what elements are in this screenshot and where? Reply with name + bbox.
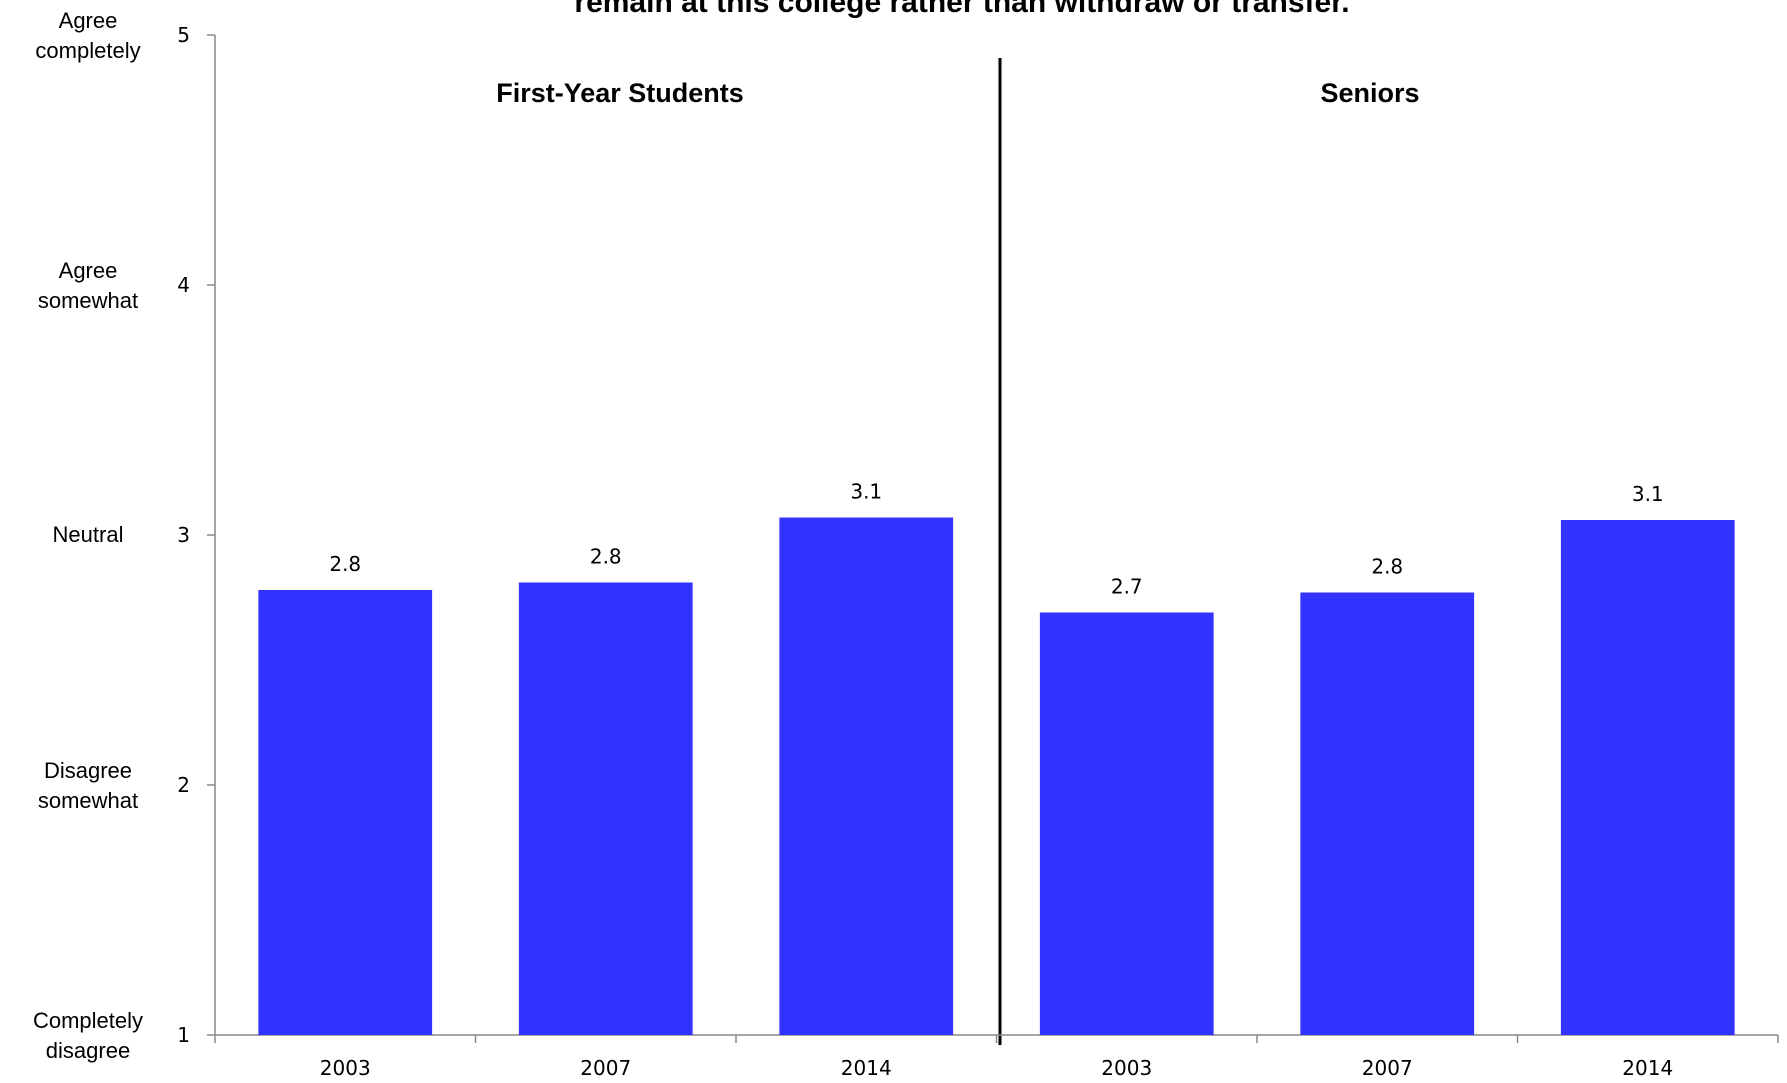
y-scale-label: disagree <box>46 1038 130 1063</box>
group-label-seniors: Seniors <box>1320 78 1419 108</box>
bar-value-label: 2.8 <box>329 552 361 576</box>
y-tick-label: 1 <box>177 1023 190 1047</box>
y-scale-label: Neutral <box>53 522 124 547</box>
y-scale-label: Agree <box>59 8 118 33</box>
y-scale-label: somewhat <box>38 288 138 313</box>
chart-title: remain at this college rather than withd… <box>574 0 1349 19</box>
y-scale-label: somewhat <box>38 788 138 813</box>
x-category-label: 2014 <box>1622 1056 1673 1080</box>
bar <box>1300 592 1475 1035</box>
bar <box>779 517 954 1035</box>
y-tick-label: 4 <box>177 273 190 297</box>
x-category-label: 2007 <box>580 1056 631 1080</box>
y-scale-label: completely <box>35 38 140 63</box>
bar <box>518 582 693 1035</box>
bars: 2.8 2003 2.8 2007 3.1 2014 2.7 2003 2.8 2007 3.1 20… <box>258 480 1735 1080</box>
bar-value-label: 2.7 <box>1111 575 1143 599</box>
y-tick-label: 5 <box>177 23 190 47</box>
y-scale-label: Agree <box>59 258 118 283</box>
bar <box>1560 520 1735 1035</box>
x-category-label: 2007 <box>1362 1056 1413 1080</box>
bar-value-label: 2.8 <box>590 545 622 569</box>
bar-value-label: 2.8 <box>1371 555 1403 579</box>
y-tick-label: 3 <box>177 523 190 547</box>
x-category-label: 2003 <box>320 1056 371 1080</box>
group-label-first-year: First-Year Students <box>496 78 744 108</box>
bar <box>258 590 433 1035</box>
x-category-label: 2014 <box>841 1056 892 1080</box>
bar-value-label: 3.1 <box>850 480 882 504</box>
x-category-label: 2003 <box>1101 1056 1152 1080</box>
y-scale-label: Completely <box>33 1008 143 1033</box>
y-tick-label: 2 <box>177 773 190 797</box>
axes: 1 2 3 4 5 Agree completely Agree somewhat Neutral… <box>33 8 1779 1063</box>
bar <box>1039 612 1214 1035</box>
y-scale-label: Disagree <box>44 758 132 783</box>
bar-value-label: 3.1 <box>1632 482 1664 506</box>
